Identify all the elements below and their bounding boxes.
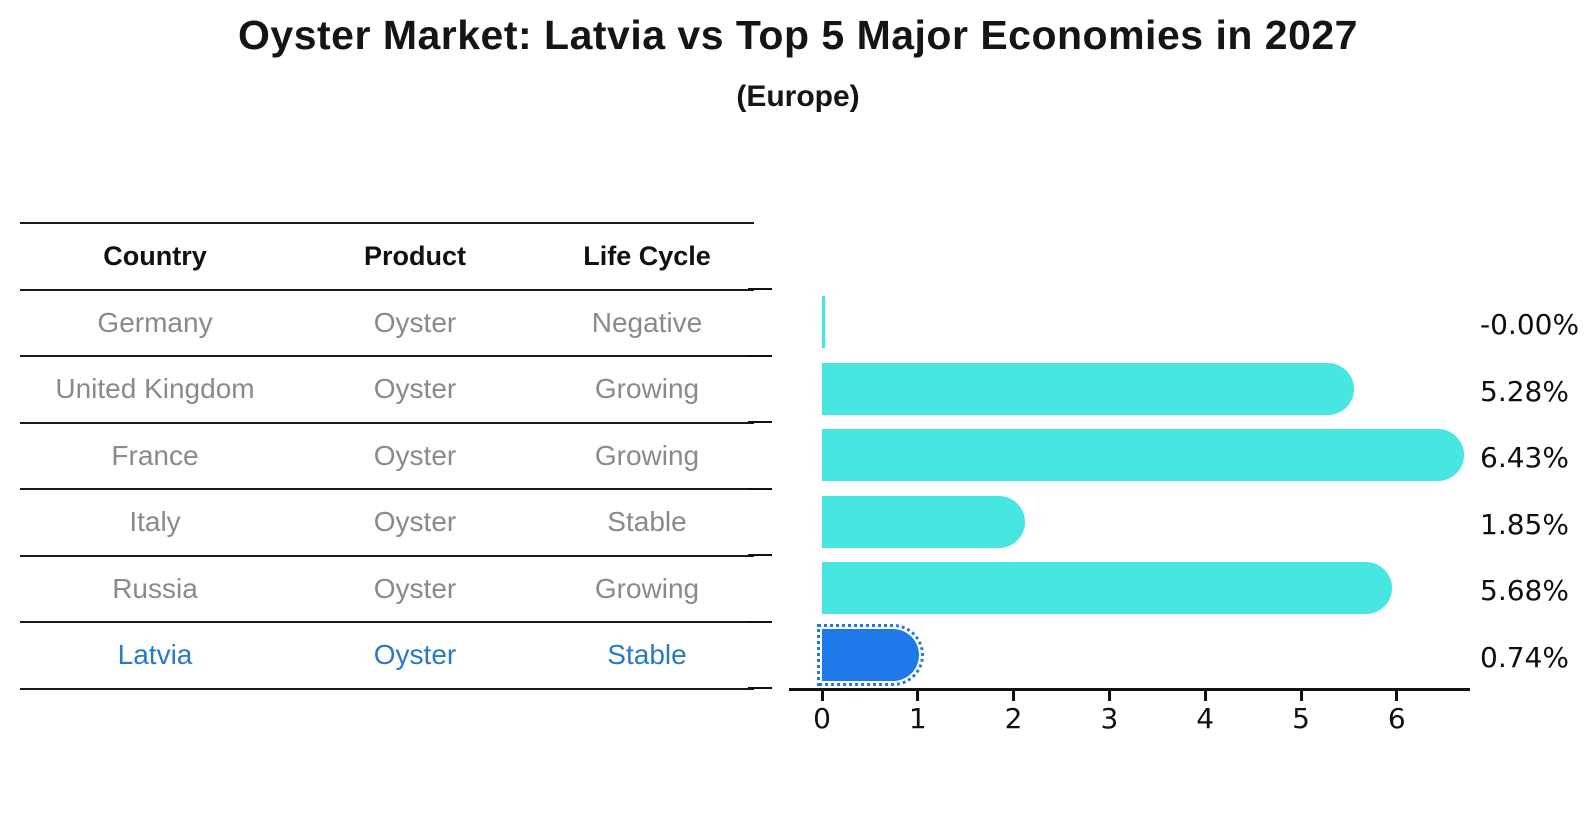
- bar-united-kingdom: [822, 362, 1354, 415]
- y-axis-tick: [748, 620, 772, 623]
- table-cell-country: Country: [103, 240, 207, 271]
- table-cell-product: Oyster: [373, 439, 457, 471]
- table-cell-life-cycle: Stable: [607, 506, 687, 538]
- table-row-latvia: Latvia Oyster Stable: [20, 623, 754, 690]
- x-axis-tick: [1107, 691, 1111, 701]
- x-axis-tick-label: 3: [1100, 702, 1119, 735]
- bar-france: [822, 429, 1464, 482]
- x-axis-tick-label: 5: [1292, 702, 1310, 735]
- table-cell-life-cycle: Growing: [594, 439, 700, 471]
- x-axis-tick: [1299, 691, 1303, 701]
- x-axis-tick: [916, 691, 920, 701]
- x-axis-line: [789, 688, 1470, 691]
- x-axis-tick-label: 0: [813, 702, 831, 735]
- x-axis-tick: [1203, 691, 1207, 701]
- table-cell-country: Latvia: [117, 639, 193, 671]
- x-axis-tick: [1012, 691, 1016, 701]
- table-row-germany: Germany Oyster Negative: [20, 291, 754, 357]
- bar-value-label: 1.85%: [1480, 507, 1569, 541]
- bar-italy: [822, 495, 1026, 548]
- x-axis-tick: [820, 691, 824, 701]
- y-axis-tick: [748, 687, 772, 689]
- bar-value-label: -0.00%: [1480, 308, 1580, 342]
- table-cell-country: Germany: [97, 306, 213, 338]
- bar-value-label: 5.68%: [1480, 574, 1569, 608]
- table-cell-product: Oyster: [373, 572, 457, 604]
- table-cell-product: Oyster: [373, 639, 457, 671]
- table-row-russia: Russia Oyster Growing: [20, 557, 754, 623]
- y-axis-tick: [748, 288, 772, 290]
- table-cell-country: United Kingdom: [55, 373, 255, 405]
- table-cell-country: Italy: [129, 506, 181, 538]
- y-axis-tick: [748, 487, 772, 490]
- y-axis-tick: [748, 554, 772, 556]
- x-axis-tick-label: 2: [1004, 702, 1023, 735]
- bar-value-label: 6.43%: [1480, 441, 1569, 475]
- bar-russia: [822, 562, 1393, 615]
- table-cell-product: Product: [363, 240, 466, 271]
- table-cell-product: Oyster: [373, 306, 457, 338]
- x-axis-tick-label: 4: [1196, 702, 1215, 735]
- table-cell-life-cycle: Negative: [591, 306, 703, 338]
- x-axis-tick: [1395, 691, 1399, 701]
- table-cell-life-cycle: Life Cycle: [583, 240, 711, 271]
- table-cell-life-cycle: Stable: [607, 639, 687, 671]
- bar-value-label: 0.74%: [1480, 640, 1569, 674]
- chart-title: Oyster Market: Latvia vs Top 5 Major Eco…: [238, 12, 1358, 58]
- table-cell-product: Oyster: [373, 373, 457, 405]
- table-cell-life-cycle: Growing: [594, 572, 700, 604]
- table-cell-country: Russia: [112, 572, 198, 604]
- x-axis-tick-label: 6: [1387, 702, 1406, 735]
- x-axis-tick-label: 1: [908, 702, 927, 735]
- table-cell-product: Oyster: [373, 506, 457, 538]
- bar-germany: [822, 296, 825, 349]
- y-axis-tick: [748, 354, 772, 357]
- table-cell-country: France: [111, 439, 199, 471]
- table-row-united-kingdom: United Kingdom Oyster Growing: [20, 357, 754, 424]
- bar-value-label: 5.28%: [1480, 374, 1569, 408]
- y-axis-tick: [748, 421, 772, 423]
- table-row-france: France Oyster Growing: [20, 424, 754, 490]
- table-header-row: Country Product Life Cycle: [20, 224, 754, 291]
- country-table: Country Product Life Cycle Germany Oyster Neg…: [20, 222, 754, 690]
- table-cell-life-cycle: Growing: [594, 373, 700, 405]
- bar-latvia: [817, 623, 924, 686]
- table-row-italy: Italy Oyster Stable: [20, 490, 754, 557]
- chart-subtitle: (Europe): [736, 80, 860, 113]
